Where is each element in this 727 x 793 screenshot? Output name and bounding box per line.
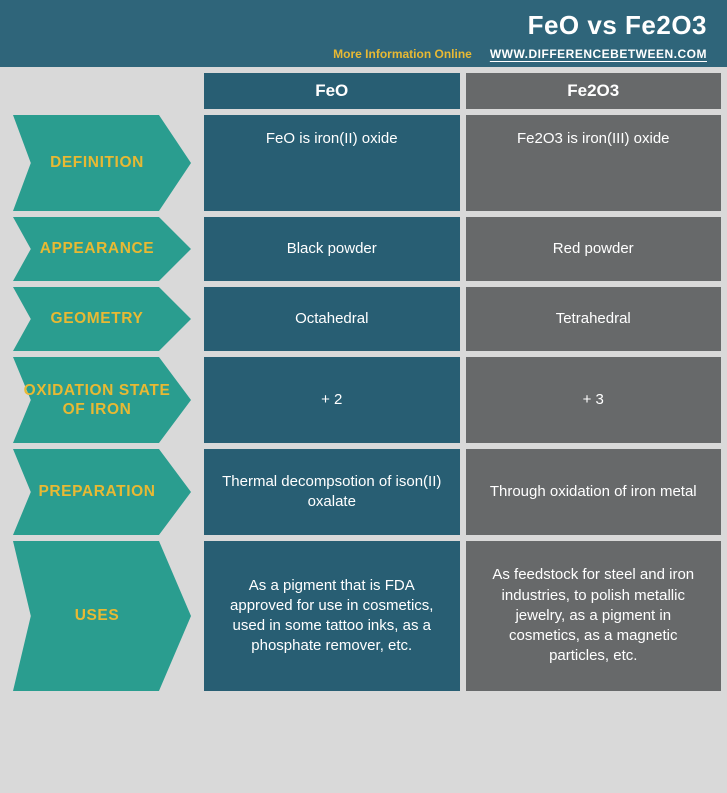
row-label-wrap: GEOMETRY	[0, 287, 204, 351]
site-url[interactable]: WWW.DIFFERENCEBETWEEN.COM	[490, 47, 707, 61]
row-label-wrap: OXIDATION STATE OF IRON	[0, 357, 204, 443]
row-oxidation: OXIDATION STATE OF IRON+ 2+ 3	[0, 357, 727, 443]
comparison-infographic: FeO vs Fe2O3 More Information Online WWW…	[0, 0, 727, 699]
colhead-gap	[0, 73, 204, 109]
row-label-wrap: DEFINITION	[0, 115, 204, 211]
column-header-row: FeO Fe2O3	[0, 73, 727, 109]
column-header-a: FeO	[204, 73, 460, 109]
cell-a-oxidation: + 2	[204, 357, 460, 443]
row-label: GEOMETRY	[13, 287, 191, 351]
cell-b-geometry: Tetrahedral	[466, 287, 722, 351]
row-appearance: APPEARANCEBlack powderRed powder	[0, 217, 727, 281]
row-definition: DEFINITIONFeO is iron(II) oxideFe2O3 is …	[0, 115, 727, 211]
row-label-wrap: PREPARATION	[0, 449, 204, 535]
row-uses: USESAs a pigment that is FDA approved fo…	[0, 541, 727, 691]
row-geometry: GEOMETRYOctahedralTetrahedral	[0, 287, 727, 351]
header-bar: FeO vs Fe2O3 More Information Online WWW…	[0, 0, 727, 67]
cell-a-appearance: Black powder	[204, 217, 460, 281]
cell-a-preparation: Thermal decompsotion of ison(II) oxalate	[204, 449, 460, 535]
more-info-label: More Information Online	[333, 47, 472, 61]
row-label: APPEARANCE	[13, 217, 191, 281]
cell-a-geometry: Octahedral	[204, 287, 460, 351]
cell-b-oxidation: + 3	[466, 357, 722, 443]
page-title: FeO vs Fe2O3	[20, 10, 707, 41]
row-label: USES	[13, 541, 191, 691]
row-label: PREPARATION	[13, 449, 191, 535]
row-preparation: PREPARATIONThermal decompsotion of ison(…	[0, 449, 727, 535]
row-label: DEFINITION	[13, 115, 191, 211]
row-label: OXIDATION STATE OF IRON	[13, 357, 191, 443]
cell-b-uses: As feedstock for steel and iron industri…	[466, 541, 722, 691]
subheader: More Information Online WWW.DIFFERENCEBE…	[20, 41, 707, 61]
rows-container: DEFINITIONFeO is iron(II) oxideFe2O3 is …	[0, 115, 727, 699]
row-label-wrap: USES	[0, 541, 204, 691]
cell-b-definition: Fe2O3 is iron(III) oxide	[466, 115, 722, 211]
column-header-b: Fe2O3	[466, 73, 722, 109]
cell-b-preparation: Through oxidation of iron metal	[466, 449, 722, 535]
cell-a-uses: As a pigment that is FDA approved for us…	[204, 541, 460, 691]
row-label-wrap: APPEARANCE	[0, 217, 204, 281]
cell-b-appearance: Red powder	[466, 217, 722, 281]
cell-a-definition: FeO is iron(II) oxide	[204, 115, 460, 211]
